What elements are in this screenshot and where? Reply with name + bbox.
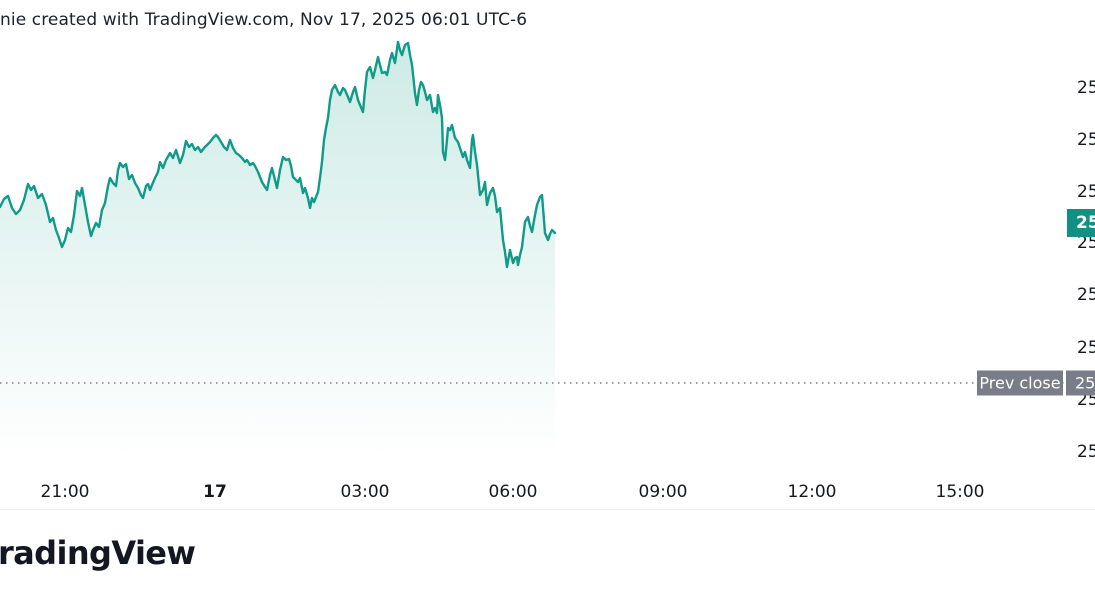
time-tick-label: 06:00	[488, 482, 538, 502]
time-tick-label: 12:00	[787, 482, 837, 502]
time-tick-label: 15:00	[935, 482, 985, 502]
tradingview-logo[interactable]: radingView	[0, 534, 196, 572]
price-tick-label: 25	[1077, 233, 1095, 253]
prev-close-label: Prev close	[977, 370, 1063, 396]
last-price-label: 25	[1067, 209, 1095, 237]
price-tick-label: 25	[1077, 338, 1095, 358]
time-tick-label: 09:00	[638, 482, 688, 502]
time-tick-label: 21:00	[40, 482, 90, 502]
price-tick-label: 25	[1077, 130, 1095, 150]
bottom-separator	[0, 509, 1095, 510]
time-tick-label: 03:00	[340, 482, 390, 502]
price-tick-label: 25	[1077, 442, 1095, 462]
price-line	[0, 40, 557, 269]
time-tick-label: 17	[203, 482, 227, 502]
price-tick-label: 25	[1077, 285, 1095, 305]
price-tick-label: 25	[1077, 182, 1095, 202]
prev-close-price-label: 25	[1066, 370, 1095, 396]
area-fill	[0, 42, 555, 458]
price-tick-label: 25	[1077, 78, 1095, 98]
chart-attribution-text: nie created with TradingView.com, Nov 17…	[0, 10, 528, 30]
